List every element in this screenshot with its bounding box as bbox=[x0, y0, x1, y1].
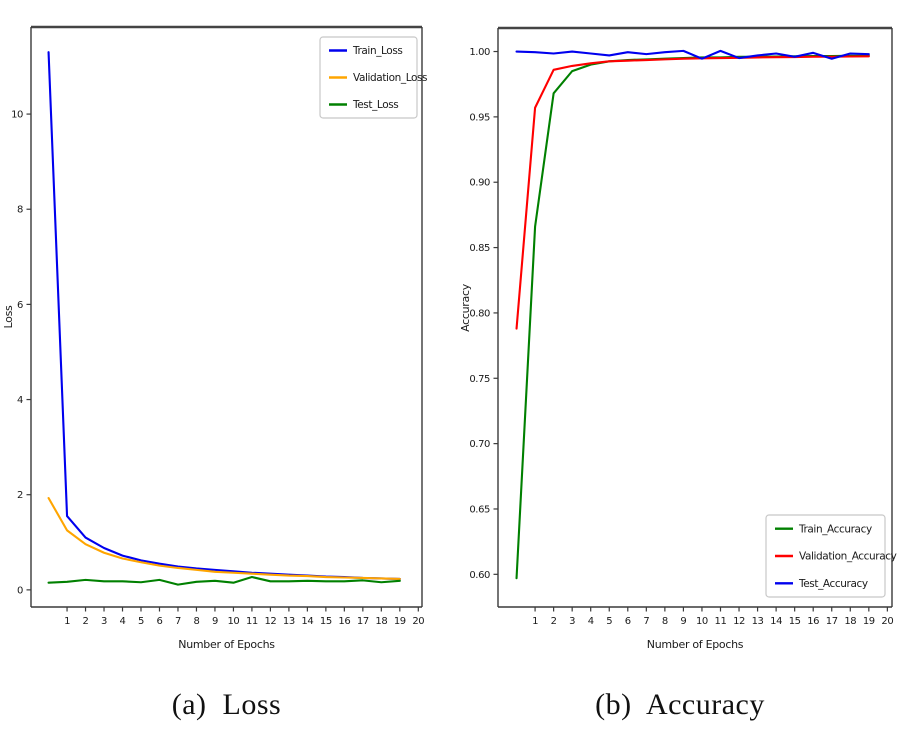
x-tick-label: 19 bbox=[863, 616, 875, 627]
x-tick-label: 12 bbox=[264, 616, 276, 627]
legend-label-Train_Accuracy: Train_Accuracy bbox=[798, 523, 872, 535]
caption-loss: (a) Loss bbox=[171, 688, 282, 721]
x-tick-label: 12 bbox=[733, 616, 745, 627]
x-tick-label: 18 bbox=[844, 616, 856, 627]
x-tick-label: 16 bbox=[338, 616, 350, 627]
y-tick-label: 0.65 bbox=[469, 504, 490, 515]
series-line-Test_Accuracy bbox=[515, 49, 870, 60]
y-tick-label: 0.95 bbox=[469, 112, 490, 123]
x-tick-label: 1 bbox=[532, 616, 538, 627]
x-tick-label: 8 bbox=[662, 616, 668, 627]
loss-y-axis: 0 2 4 6 8 10 Loss bbox=[2, 110, 31, 596]
accuracy-y-axis: 1.00 0.95 0.90 0.85 0.80 0.75 0.70 0.65 0.60 Accu… bbox=[459, 47, 498, 581]
x-tick-label: 18 bbox=[375, 616, 387, 627]
series-line-Validation_Accuracy bbox=[515, 55, 870, 330]
x-tick-label: 17 bbox=[826, 616, 838, 627]
panel-accuracy: 1 2 3 4 5 6 7 8 9 10 11 12 13 14 15 16 17 18 19 20 Number of… bbox=[453, 0, 907, 743]
loss-xlabel: Number of Epochs bbox=[178, 638, 275, 651]
x-tick-label: 10 bbox=[696, 616, 708, 627]
y-tick-label: 10 bbox=[11, 110, 23, 121]
accuracy-series bbox=[515, 49, 870, 580]
x-tick-label: 14 bbox=[770, 616, 782, 627]
x-tick-label: 4 bbox=[120, 616, 126, 627]
legend-label-Test_Accuracy: Test_Accuracy bbox=[798, 578, 868, 590]
y-tick-label: 4 bbox=[17, 395, 23, 406]
x-tick-label: 7 bbox=[175, 616, 181, 627]
x-tick-label: 6 bbox=[625, 616, 631, 627]
legend-label-Test_Loss: Test_Loss bbox=[352, 99, 398, 111]
x-tick-label: 20 bbox=[881, 616, 893, 627]
series-line-Train_Loss bbox=[47, 51, 401, 580]
x-tick-label: 2 bbox=[83, 616, 89, 627]
legend-label-Train_Loss: Train_Loss bbox=[352, 45, 402, 57]
x-tick-label: 7 bbox=[643, 616, 649, 627]
y-tick-label: 2 bbox=[17, 490, 23, 501]
accuracy-axes bbox=[497, 26, 893, 608]
x-tick-label: 19 bbox=[394, 616, 406, 627]
loss-legend: Train_Loss Validation_Loss Test_Loss bbox=[319, 36, 428, 119]
loss-ylabel: Loss bbox=[2, 305, 15, 328]
x-tick-label: 1 bbox=[64, 616, 70, 627]
panel-loss: 1 2 3 4 5 6 7 8 9 10 11 12 13 14 15 16 17 18 19 20 Number of… bbox=[0, 0, 453, 743]
x-tick-label: 16 bbox=[807, 616, 819, 627]
x-tick-label: 15 bbox=[789, 616, 801, 627]
x-tick-label: 13 bbox=[752, 616, 764, 627]
x-tick-label: 11 bbox=[715, 616, 727, 627]
series-line-Test_Loss bbox=[47, 575, 401, 586]
y-tick-label: 8 bbox=[17, 205, 23, 216]
x-tick-label: 11 bbox=[246, 616, 258, 627]
x-tick-label: 10 bbox=[227, 616, 239, 627]
x-tick-label: 3 bbox=[101, 616, 107, 627]
x-tick-label: 6 bbox=[157, 616, 163, 627]
x-tick-label: 15 bbox=[320, 616, 332, 627]
x-tick-label: 5 bbox=[606, 616, 612, 627]
y-tick-label: 0.75 bbox=[469, 374, 490, 385]
y-tick-label: 0.60 bbox=[469, 570, 490, 581]
loss-series bbox=[47, 51, 401, 586]
x-tick-label: 5 bbox=[138, 616, 144, 627]
accuracy-legend: Train_Accuracy Validation_Accuracy Test_Ac… bbox=[765, 514, 897, 598]
x-tick-label: 3 bbox=[569, 616, 575, 627]
x-tick-label: 4 bbox=[588, 616, 594, 627]
series-line-Train_Accuracy bbox=[515, 54, 870, 580]
x-tick-label: 9 bbox=[680, 616, 686, 627]
y-tick-label: 1.00 bbox=[469, 47, 490, 58]
x-tick-label: 9 bbox=[212, 616, 218, 627]
legend-label-Validation_Loss: Validation_Loss bbox=[353, 72, 427, 84]
caption-accuracy: (b) Accuracy bbox=[595, 688, 765, 721]
legend-label-Validation_Accuracy: Validation_Accuracy bbox=[799, 551, 897, 563]
y-tick-label: 0 bbox=[17, 585, 23, 596]
x-tick-label: 2 bbox=[551, 616, 557, 627]
loss-axes bbox=[30, 25, 423, 608]
series-line-Validation_Loss bbox=[47, 496, 401, 580]
x-tick-label: 20 bbox=[412, 616, 424, 627]
y-tick-label: 6 bbox=[17, 300, 23, 311]
y-tick-label: 0.85 bbox=[469, 243, 490, 254]
x-tick-label: 17 bbox=[357, 616, 369, 627]
x-tick-label: 13 bbox=[283, 616, 295, 627]
y-tick-label: 0.80 bbox=[469, 308, 490, 319]
accuracy-ylabel: Accuracy bbox=[459, 283, 472, 332]
y-tick-label: 0.90 bbox=[469, 178, 490, 189]
y-tick-label: 0.70 bbox=[469, 439, 490, 450]
accuracy-xlabel: Number of Epochs bbox=[647, 638, 744, 651]
x-tick-label: 8 bbox=[193, 616, 199, 627]
x-tick-label: 14 bbox=[301, 616, 313, 627]
